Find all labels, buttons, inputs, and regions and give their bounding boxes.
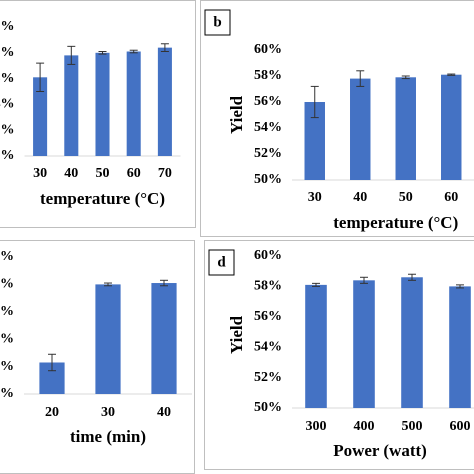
y-tick-label: 52% xyxy=(254,370,282,385)
x-tick-label: 500 xyxy=(402,419,423,434)
bar xyxy=(395,77,416,180)
bar xyxy=(33,77,48,156)
bar xyxy=(353,280,375,408)
y-tick-label: 56% xyxy=(0,304,14,319)
bar xyxy=(95,52,110,156)
y-tick-label: 60% xyxy=(254,42,282,57)
panel: 50% 52% 54% 56% 58% 60% 300 400 500 600 Power (wat… xyxy=(204,240,474,470)
bar xyxy=(449,286,471,408)
x-tick-label: 50 xyxy=(399,190,413,205)
x-tick-label: 300 xyxy=(306,419,327,434)
y-tick-label: 56% xyxy=(254,309,282,324)
x-tick-label: 50 xyxy=(96,166,110,181)
x-tick-label: 30 xyxy=(101,405,115,420)
bar xyxy=(126,51,141,157)
x-axis-title: time (min) xyxy=(70,427,146,446)
x-axis-title: Power (watt) xyxy=(333,441,427,460)
panel-label: b xyxy=(213,14,221,30)
y-tick-label: 60% xyxy=(254,248,282,263)
y-tick-label: 56% xyxy=(254,94,282,109)
bar xyxy=(305,284,327,408)
x-tick-label: 400 xyxy=(354,419,375,434)
x-tick-label: 40 xyxy=(64,166,78,181)
bar xyxy=(401,277,423,408)
y-tick-label: 58% xyxy=(0,45,15,60)
bar xyxy=(441,74,462,180)
panel-label-box xyxy=(208,249,235,276)
y-tick-label: 58% xyxy=(254,68,282,83)
y-tick-label: 50% xyxy=(0,148,15,163)
panel-label: d xyxy=(217,254,226,270)
bar xyxy=(304,102,325,180)
y-tick-label: 54% xyxy=(0,97,15,112)
panel: 50%52%54%56%58%60%3040506070temperature … xyxy=(200,0,474,237)
x-tick-label: 40 xyxy=(353,190,367,205)
x-axis-title: temperature (°C) xyxy=(333,213,458,232)
bar xyxy=(157,47,172,156)
x-tick-label: 70 xyxy=(158,166,172,181)
y-tick-label: 52% xyxy=(0,359,14,374)
y-tick-label: 58% xyxy=(254,279,282,294)
x-tick-label: 20 xyxy=(45,405,59,420)
y-tick-label: 50% xyxy=(254,172,282,187)
panel: 50% 52% 54% 56% 58% 60% 30 40 50 60 70 temperature … xyxy=(0,0,196,228)
y-tick-label: 54% xyxy=(254,339,282,354)
y-tick-label: 52% xyxy=(0,122,15,137)
y-tick-label: 56% xyxy=(0,71,15,86)
x-tick-label: 30 xyxy=(308,190,322,205)
x-tick-label: 600 xyxy=(450,419,471,434)
panel: 50% 52% 54% 56% 58% 60% 20 30 40 time (min) xyxy=(0,240,195,474)
panel-label-box xyxy=(204,9,231,36)
panel-border xyxy=(204,240,474,470)
bar xyxy=(95,284,121,394)
y-tick-label: 60% xyxy=(0,249,14,264)
y-tick-label: 60% xyxy=(0,19,15,34)
y-tick-label: 50% xyxy=(254,400,282,415)
panel-border xyxy=(0,0,196,228)
y-tick-label: 58% xyxy=(0,277,14,292)
x-tick-label: 40 xyxy=(157,405,171,420)
x-tick-label: 30 xyxy=(33,166,47,181)
x-tick-label: 60 xyxy=(127,166,141,181)
y-axis-title: Yield xyxy=(227,95,246,134)
y-tick-label: 54% xyxy=(0,331,14,346)
y-axis-title: Yield xyxy=(227,315,246,354)
y-tick-label: 50% xyxy=(0,386,14,401)
y-tick-label: 54% xyxy=(254,120,282,135)
x-axis-title: temperature (°C) xyxy=(40,189,165,208)
bar xyxy=(151,283,177,394)
y-tick-label: 52% xyxy=(254,146,282,161)
x-tick-label: 60 xyxy=(444,190,458,205)
bar xyxy=(64,55,79,156)
panel-border xyxy=(200,0,474,237)
bar xyxy=(350,78,371,180)
